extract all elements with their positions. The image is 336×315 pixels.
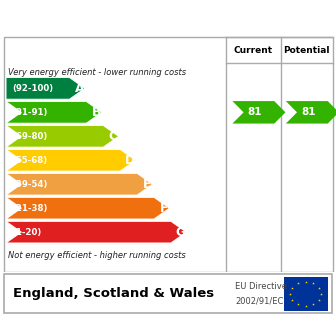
Polygon shape [286,101,336,123]
Polygon shape [6,174,153,195]
Text: A: A [75,82,84,95]
Text: D: D [125,154,135,167]
Polygon shape [6,101,102,123]
Text: C: C [109,130,118,143]
Text: F: F [160,202,168,215]
Text: (55-68): (55-68) [12,156,47,165]
Text: 81: 81 [248,107,262,117]
Polygon shape [6,221,186,243]
Polygon shape [6,125,119,147]
Text: 2002/91/EC: 2002/91/EC [235,297,284,306]
Polygon shape [6,77,85,99]
Text: (1-20): (1-20) [12,228,41,237]
Text: B: B [92,106,101,119]
Text: (81-91): (81-91) [12,108,47,117]
Polygon shape [6,149,135,171]
Bar [284,277,328,311]
Text: Current: Current [234,46,273,55]
Text: (92-100): (92-100) [12,84,53,93]
Text: EU Directive: EU Directive [235,283,287,291]
Text: Potential: Potential [284,46,330,55]
Text: E: E [143,178,151,191]
Polygon shape [233,101,286,123]
Text: G: G [176,226,186,239]
Text: Very energy efficient - lower running costs: Very energy efficient - lower running co… [8,68,186,77]
Text: England, Scotland & Wales: England, Scotland & Wales [13,287,215,300]
Text: (21-38): (21-38) [12,204,47,213]
Text: Energy Efficiency Rating: Energy Efficiency Rating [53,9,283,27]
Text: (39-54): (39-54) [12,180,47,189]
Text: 81: 81 [301,107,316,117]
Text: Not energy efficient - higher running costs: Not energy efficient - higher running co… [8,251,186,260]
Text: (69-80): (69-80) [12,132,47,141]
Polygon shape [6,198,169,219]
